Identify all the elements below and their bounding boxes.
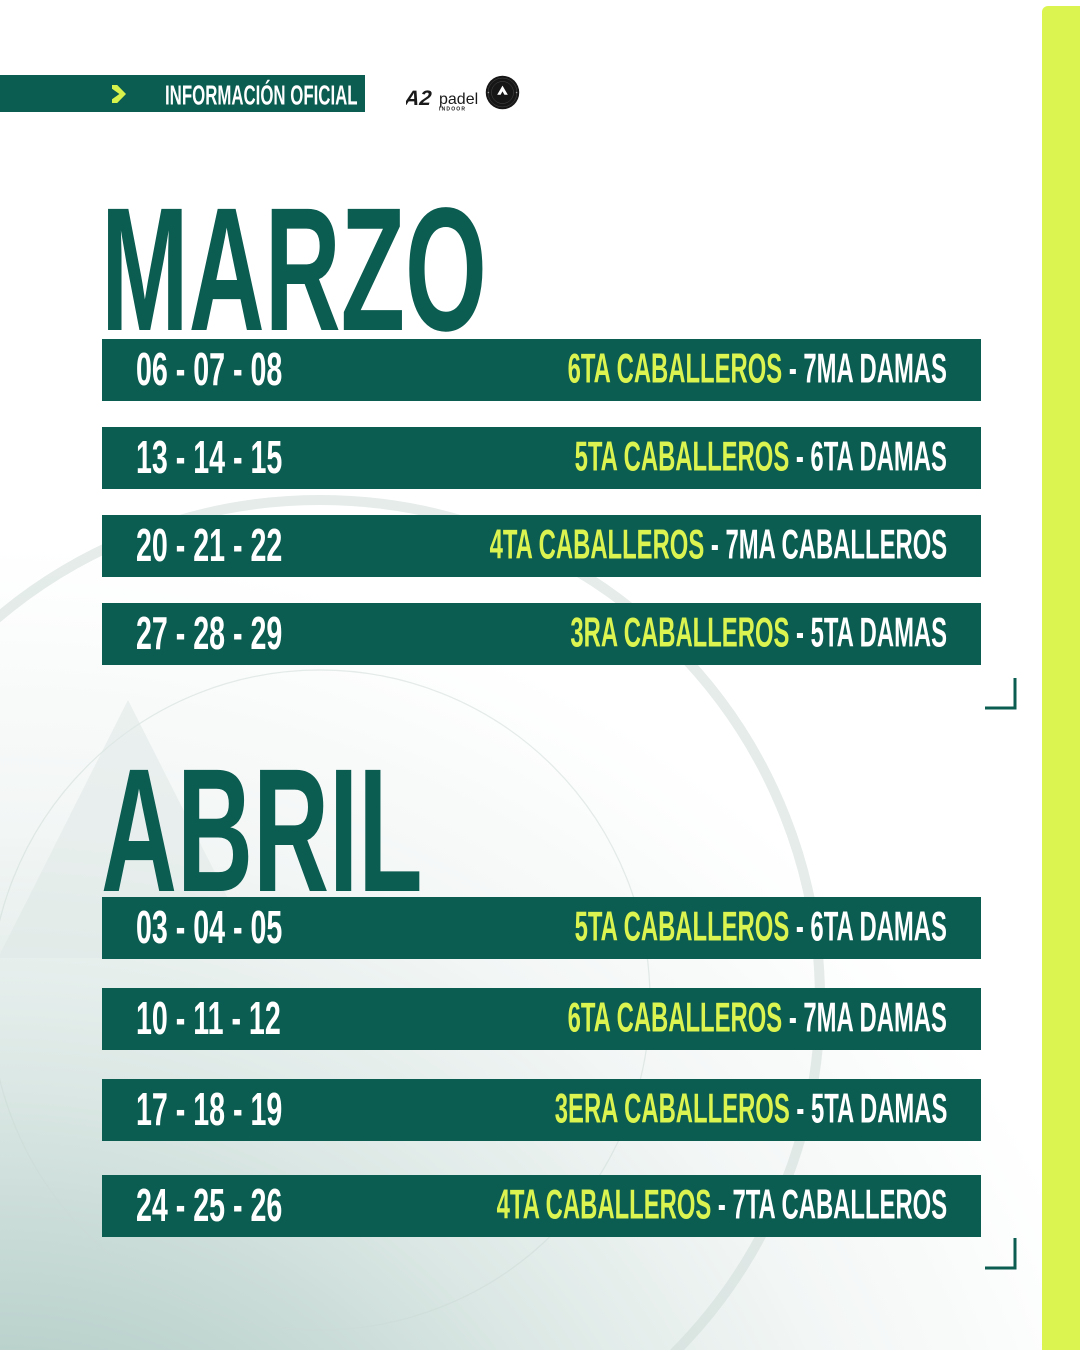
svg-text:A2: A2 bbox=[406, 87, 433, 110]
svg-text:padel: padel bbox=[439, 91, 478, 108]
svg-text:INDOOR: INDOOR bbox=[439, 107, 466, 112]
